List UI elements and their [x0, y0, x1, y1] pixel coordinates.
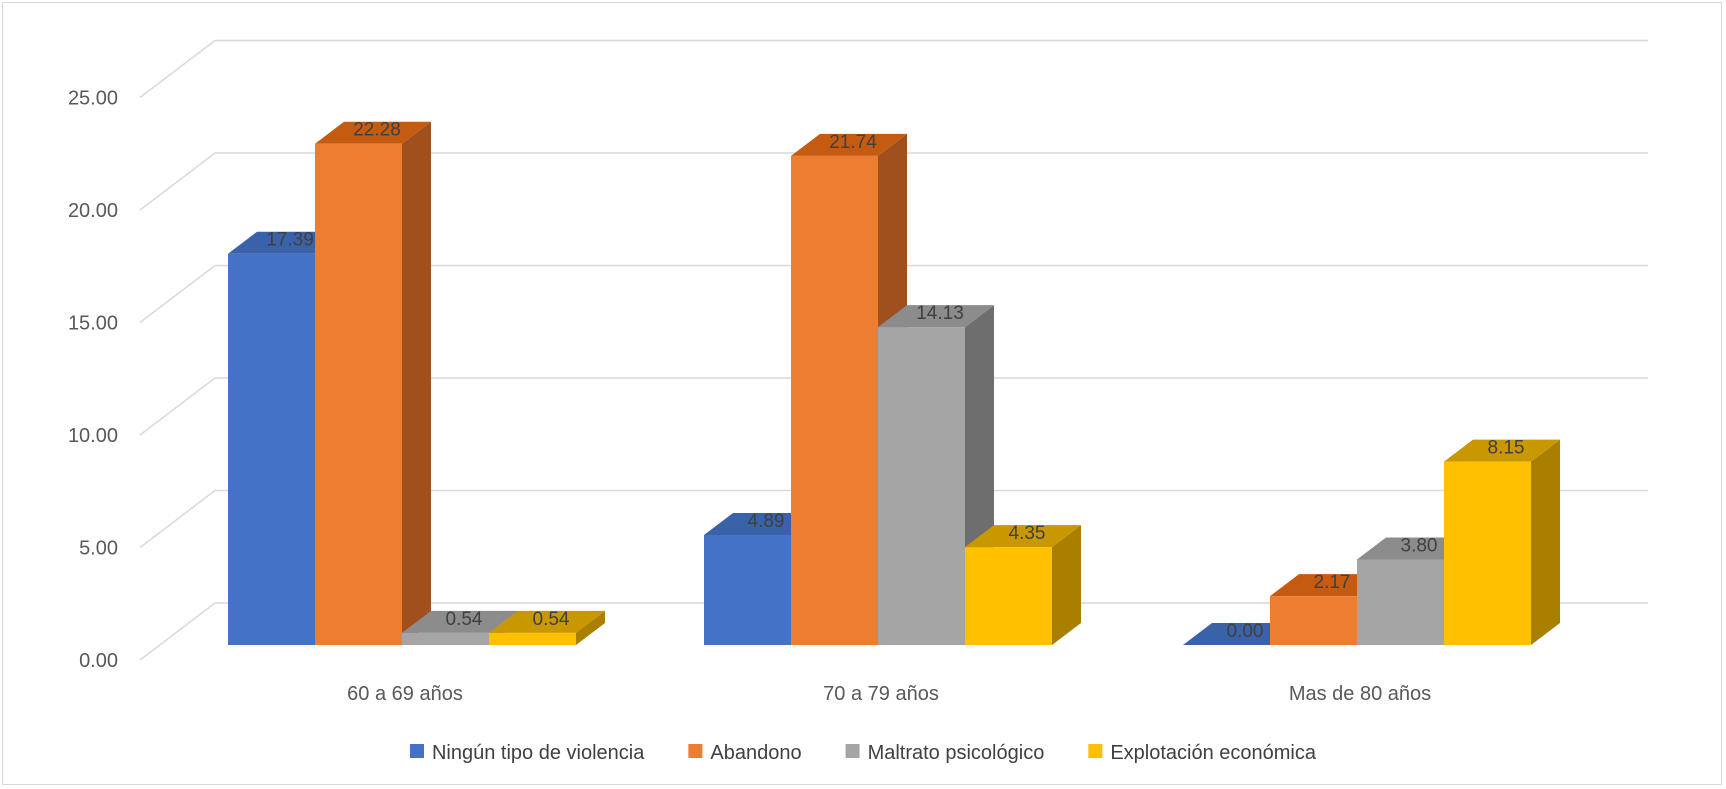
bar-front-face [791, 155, 878, 645]
y-tick-label: 5.00 [79, 538, 118, 560]
legend-item: Ningún tipo de violencia [409, 742, 645, 764]
legend-label: Abandono [710, 742, 801, 764]
bar-top-face [965, 525, 1081, 548]
bar [489, 610, 605, 645]
legend-swatch [409, 744, 424, 758]
bar-side-face [402, 121, 431, 645]
bar-top-face [878, 305, 994, 328]
bar-side-face [1531, 439, 1560, 645]
legend-swatch [845, 744, 860, 758]
legend-swatch [1088, 744, 1103, 758]
bar-front-face [315, 143, 402, 645]
bar-front-face [489, 632, 576, 645]
gridline [139, 489, 1648, 549]
bar-front-face [1270, 596, 1357, 645]
gridline [139, 377, 1648, 436]
data-label: 3.80 [1401, 536, 1438, 557]
bar-side-face [576, 610, 605, 645]
bar-side-face [1052, 525, 1081, 645]
bar-front-face [228, 253, 315, 645]
category-label: 60 a 69 años [347, 683, 463, 705]
bar-front-face [402, 632, 489, 645]
legend-label: Ningún tipo de violencia [432, 742, 645, 764]
bar [965, 525, 1081, 645]
bar [315, 121, 431, 645]
data-label: 0.54 [446, 609, 483, 630]
gridline [139, 152, 1648, 211]
bar-front-face [704, 534, 791, 645]
data-label: 8.15 [1488, 438, 1525, 459]
legend-label: Maltrato psicológico [868, 742, 1045, 764]
data-label: 2.17 [1314, 572, 1351, 593]
gridlines [139, 39, 1648, 661]
legend-item: Explotación económica [1088, 742, 1317, 764]
bar-top-face [1444, 439, 1560, 462]
y-tick-label: 25.00 [68, 88, 118, 110]
category-label: 70 a 79 años [823, 683, 939, 705]
category-label: Mas de 80 años [1289, 683, 1431, 705]
data-labels: 17.39 22.28 0.54 0.54 4.89 21.74 14.13 4.35 0.00… [266, 120, 1524, 642]
legend-item: Abandono [688, 742, 802, 764]
bar-top-face [489, 610, 605, 633]
bar-top-face [402, 610, 518, 633]
x-axis-category-labels: 60 a 69 años 70 a 79 años Mas de 80 años [347, 683, 1431, 705]
data-label: 0.00 [1227, 621, 1264, 642]
data-label: 21.74 [829, 132, 877, 153]
bars [228, 121, 1560, 645]
legend-item: Maltrato psicológico [845, 742, 1045, 764]
y-tick-label: 20.00 [68, 200, 118, 222]
legend: Ningún tipo de violencia Abandono Maltrato… [409, 742, 1317, 764]
bar-top-face [315, 121, 431, 144]
data-label: 14.13 [916, 303, 964, 324]
gridline [139, 264, 1648, 324]
bar-front-face [1357, 559, 1444, 645]
data-label: 0.54 [533, 609, 570, 630]
y-axis-tick-labels: 0.00 5.00 10.00 15.00 20.00 25.00 [68, 88, 118, 673]
y-tick-label: 10.00 [68, 425, 118, 447]
legend-swatch [688, 744, 703, 758]
gridline [139, 39, 1648, 99]
y-tick-label: 0.00 [79, 650, 118, 672]
bar-top-face [791, 133, 907, 156]
bar-front-face [965, 547, 1052, 645]
data-label: 17.39 [266, 230, 314, 251]
data-label: 4.89 [748, 511, 785, 532]
bar [1444, 439, 1560, 645]
bar-front-face [878, 327, 965, 645]
legend-label: Explotación económica [1110, 742, 1317, 764]
y-tick-label: 15.00 [68, 313, 118, 335]
bar-front-face [1444, 461, 1531, 645]
data-label: 22.28 [353, 120, 401, 141]
data-label: 4.35 [1009, 523, 1046, 544]
gridline [139, 602, 1648, 661]
